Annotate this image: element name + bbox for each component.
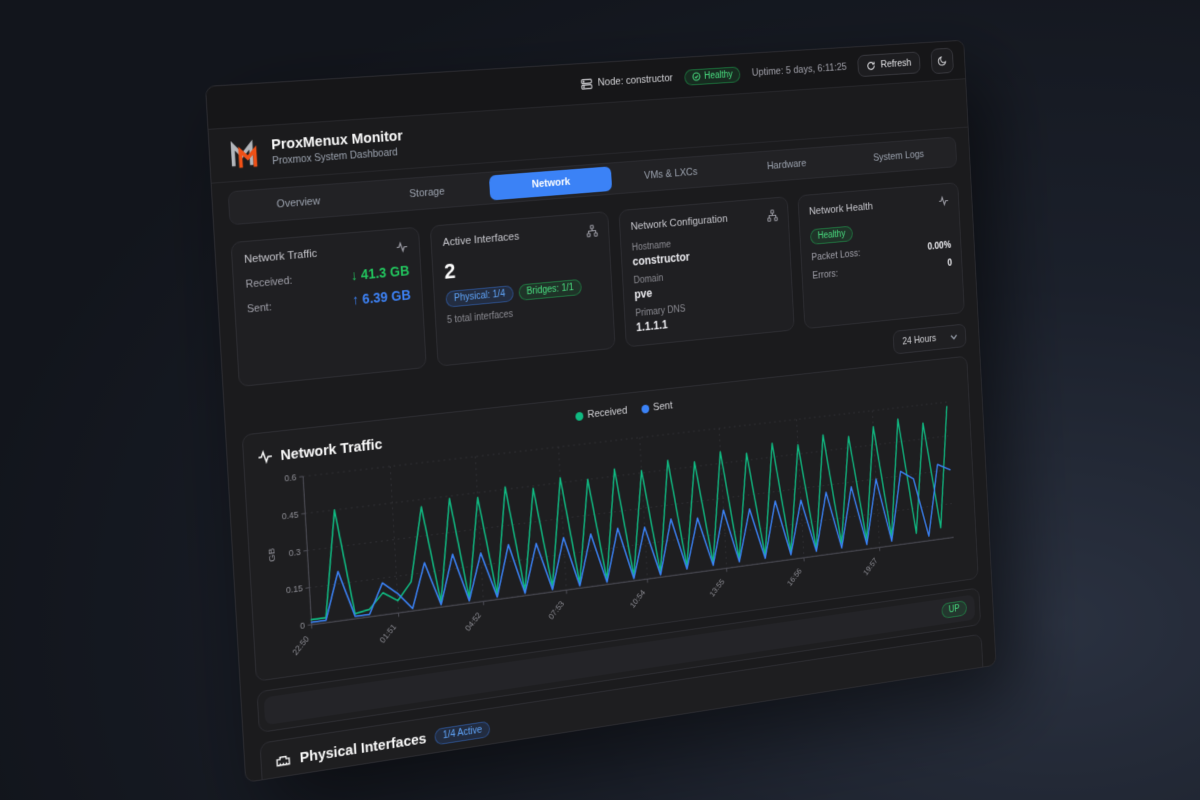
interface-type-badge: Physical (361, 768, 414, 783)
svg-text:0.6: 0.6 (284, 472, 297, 483)
proxmenux-logo (229, 138, 263, 170)
tab-network[interactable]: Network (488, 166, 613, 201)
errors-label: Errors: (812, 268, 839, 282)
app-title-block: ProxMenux Monitor Proxmox System Dashboa… (271, 128, 404, 168)
received-legend-dot (574, 411, 584, 421)
legend-sent: Sent (640, 400, 673, 415)
health-status-badge: Healthy (684, 65, 741, 86)
up-status-badge: UP (941, 600, 968, 619)
network-tree-icon (767, 209, 778, 222)
bridges-count-badge: Bridges: 1/1 (518, 278, 583, 301)
svg-text:01:51: 01:51 (378, 622, 398, 645)
moon-icon (937, 55, 947, 66)
packet-loss-label: Packet Loss: (811, 247, 861, 264)
svg-text:07:53: 07:53 (547, 599, 566, 621)
active-interfaces-card: Active Interfaces 2 Physical: 1/4 Bridge… (429, 211, 616, 367)
interface-name: enp3s0 (313, 779, 354, 783)
svg-text:0: 0 (300, 621, 305, 632)
svg-text:19:57: 19:57 (861, 556, 879, 577)
received-value: ↓ 41.3 GB (350, 262, 410, 284)
errors-value: 0 (947, 257, 953, 269)
active-count-badge: 1/4 Active (434, 720, 491, 745)
traffic-chart: 0 0.15 0.3 0.45 0.6 GB 22:50 01:51 04:52 07:53 10:… (267, 392, 966, 657)
time-range-value: 24 Hours (902, 332, 937, 348)
svg-text:22:50: 22:50 (290, 634, 311, 657)
refresh-button[interactable]: Refresh (857, 51, 921, 78)
network-traffic-card-title: Network Traffic (243, 247, 318, 266)
server-icon (581, 77, 593, 90)
activity-icon (257, 448, 273, 466)
sent-value: ↑ 6.39 GB (351, 286, 412, 308)
network-configuration-card: Network Configuration Hostname construct… (618, 196, 795, 348)
svg-text:0.45: 0.45 (281, 509, 298, 521)
network-nodes-icon (586, 224, 598, 237)
node-name-label: Node: constructor (597, 72, 674, 89)
theme-toggle-button[interactable] (930, 47, 954, 75)
sent-legend-dot (640, 403, 650, 414)
refresh-icon (867, 60, 876, 71)
svg-text:GB: GB (267, 548, 278, 563)
time-range-select[interactable]: 24 Hours (892, 323, 967, 355)
svg-text:10:54: 10:54 (628, 588, 647, 610)
check-circle-icon (692, 72, 701, 82)
tab-system-logs[interactable]: System Logs (872, 148, 925, 164)
sent-label: Sent: (246, 301, 273, 316)
sent-row: Sent: ↑ 6.39 GB (247, 287, 411, 318)
activity-icon (396, 240, 409, 254)
uptime-label: Uptime: 5 days, 6:11:25 (751, 61, 848, 79)
network-health-card: Network Health Healthy Packet Loss: 0.00… (797, 182, 965, 330)
svg-text:04:52: 04:52 (463, 610, 483, 633)
network-health-card-title: Network Health (808, 201, 874, 218)
svg-text:13:55: 13:55 (708, 577, 727, 599)
svg-text:0.15: 0.15 (286, 584, 303, 596)
tab-overview[interactable]: Overview (276, 195, 321, 211)
physical-count-badge: Physical: 1/4 (445, 285, 514, 308)
active-interfaces-card-title: Active Interfaces (442, 230, 520, 249)
tab-hardware[interactable]: Hardware (766, 157, 807, 173)
node-info: Node: constructor (581, 72, 673, 90)
received-label: Received: (245, 274, 293, 291)
physical-interfaces-title: Physical Interfaces (299, 729, 427, 766)
network-traffic-chart-card: Network Traffic Received Sent 0 0.15 0.3 0.… (241, 355, 979, 682)
health-badge: Healthy (809, 225, 854, 245)
svg-text:0.3: 0.3 (288, 546, 301, 557)
legend-received: Received (574, 405, 628, 422)
proxmenux-dashboard-window: Node: constructor Healthy Uptime: 5 days… (205, 39, 997, 783)
network-configuration-card-title: Network Configuration (630, 213, 728, 233)
svg-text:16:56: 16:56 (785, 566, 803, 588)
chevron-down-icon (950, 333, 957, 340)
tab-vms-lxcs[interactable]: VMs & LXCs (643, 166, 698, 182)
packet-loss-value: 0.00% (927, 239, 952, 253)
activity-icon (938, 195, 949, 208)
network-traffic-card: Network Traffic Received: ↓ 41.3 GB Sent… (230, 226, 427, 388)
ethernet-port-icon (275, 751, 292, 770)
tab-storage[interactable]: Storage (409, 185, 445, 201)
